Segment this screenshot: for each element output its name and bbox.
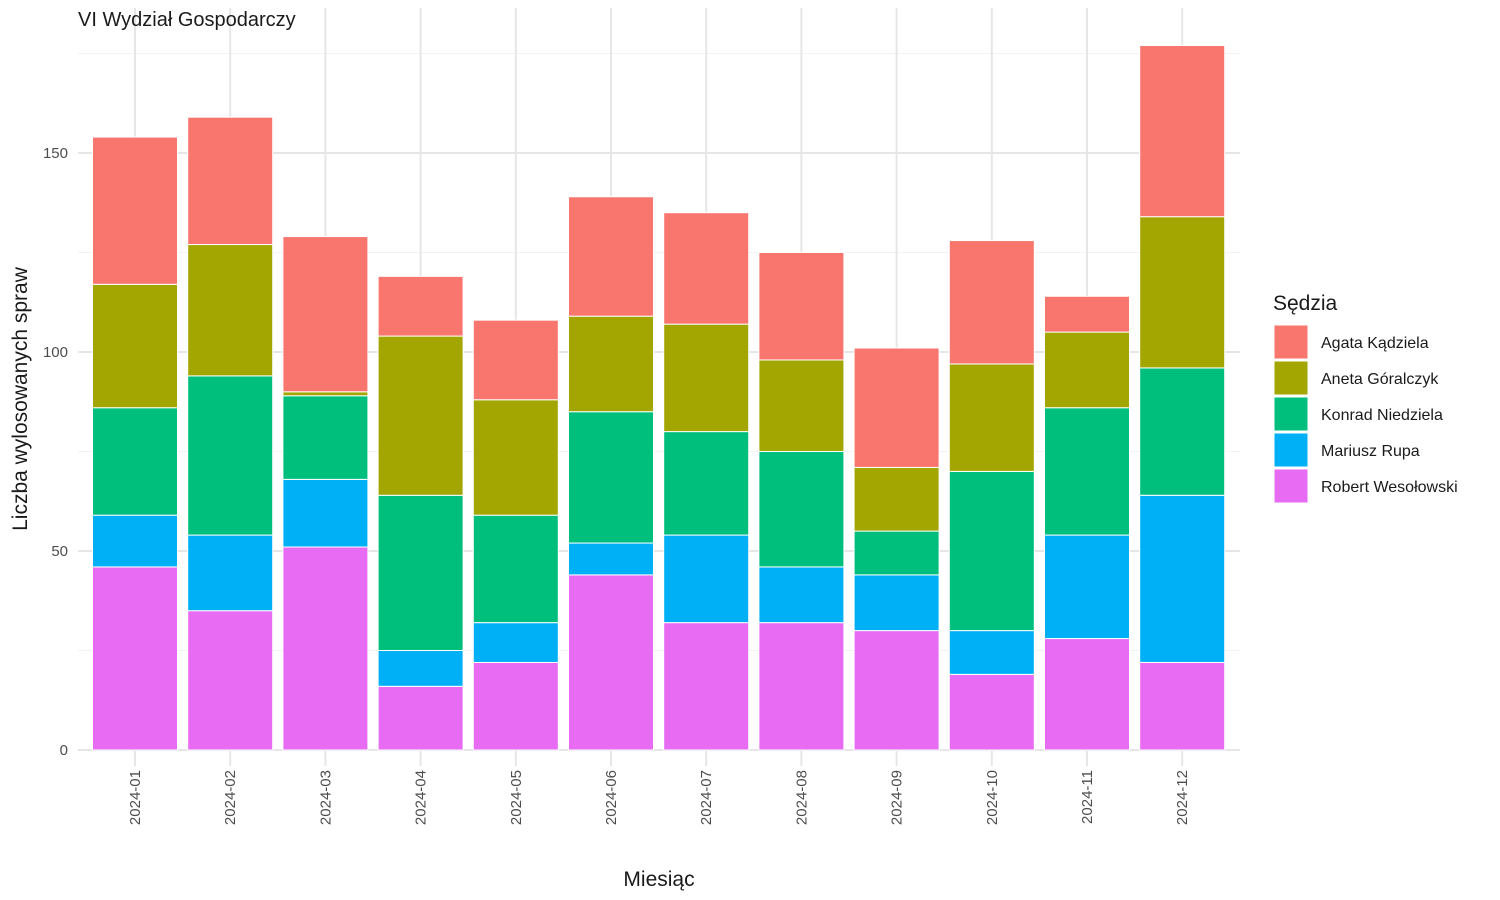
bar-segment — [187, 375, 274, 536]
x-tick-label: 2024-09 — [889, 770, 906, 825]
x-tick-label: 2024-03 — [317, 770, 334, 825]
bar-segment — [282, 236, 369, 393]
bar-segment — [758, 622, 845, 751]
legend-label: Agata Kądziela — [1321, 335, 1429, 352]
legend-swatch — [1273, 360, 1309, 396]
bar-segment — [853, 574, 940, 632]
bar-segment — [663, 534, 750, 624]
bar-segment — [1044, 295, 1130, 333]
bar-segment — [568, 574, 654, 751]
legend-label: Aneta Góralczyk — [1321, 371, 1439, 388]
bar-segment — [663, 323, 750, 433]
bar-segment — [92, 283, 178, 409]
x-tick-label: 2024-05 — [508, 770, 525, 825]
bar-segment — [1139, 216, 1226, 369]
bar-segment — [1044, 331, 1130, 409]
bar-segment — [92, 136, 178, 285]
bar-segment — [92, 407, 178, 516]
x-tick-label: 2024-02 — [222, 770, 239, 825]
y-axis-title: Liczba wylosowanych spraw — [9, 266, 32, 531]
bar-segment — [282, 478, 369, 548]
chart-title: VI Wydział Gospodarczy — [78, 9, 296, 31]
legend: Sędzia Agata Kądziela Aneta Góralczyk Konr… — [1273, 292, 1458, 504]
bar-segment — [853, 530, 940, 576]
x-tick-label: 2024-10 — [984, 770, 1001, 825]
bar-segment — [1139, 494, 1226, 663]
legend-swatch — [1273, 396, 1309, 432]
legend-swatch — [1273, 324, 1309, 360]
x-tick-label: 2024-01 — [127, 770, 144, 825]
x-axis-title: Miesiąc — [623, 868, 694, 891]
bar-segment — [187, 244, 274, 377]
bar-segment — [1139, 45, 1226, 218]
bar-segment — [282, 395, 369, 480]
y-tick-label: 150 — [43, 145, 68, 162]
axis-ticks: 0 50 100 150 2024-01 2024-02 2024-03 2024-04 202… — [43, 145, 1191, 825]
bar-segment — [472, 399, 559, 516]
legend-label: Mariusz Rupa — [1321, 443, 1420, 460]
bar-segment — [377, 494, 464, 651]
bar-segment — [377, 335, 464, 496]
bar-segment — [948, 470, 1035, 632]
bar-segment — [948, 363, 1035, 472]
bar-segment — [758, 252, 845, 361]
legend-swatch — [1273, 432, 1309, 468]
bar-segment — [853, 466, 940, 532]
y-tick-label: 0 — [60, 742, 68, 759]
bar-segment — [1044, 638, 1130, 751]
bar-segment — [282, 391, 369, 397]
bar-segment — [377, 275, 464, 337]
bar-segment — [472, 622, 559, 663]
bar-segment — [377, 650, 464, 687]
x-tick-label: 2024-04 — [413, 770, 430, 825]
bar-segment — [1044, 534, 1130, 640]
bar-segment — [92, 566, 178, 751]
bar-segment — [1139, 661, 1226, 751]
bar-segment — [92, 514, 178, 568]
bar-segment — [948, 240, 1035, 365]
x-tick-label: 2024-06 — [603, 770, 620, 825]
legend-label: Robert Wesołowski — [1321, 479, 1458, 496]
bar-segment — [568, 315, 654, 413]
x-tick-label: 2024-08 — [793, 770, 810, 825]
bar-segment — [187, 610, 274, 751]
bar-segment — [758, 451, 845, 568]
x-tick-label: 2024-12 — [1174, 770, 1191, 825]
bar-segment — [568, 196, 654, 317]
legend-title: Sędzia — [1273, 292, 1338, 315]
bar-segment — [1044, 407, 1130, 536]
bar-segment — [568, 542, 654, 576]
bar-segment — [663, 212, 750, 325]
y-tick-label: 50 — [51, 543, 68, 560]
x-tick-label: 2024-07 — [698, 770, 715, 825]
y-tick-label: 100 — [43, 344, 68, 361]
bar-segment — [472, 319, 559, 401]
bar-segment — [377, 685, 464, 751]
bar-segment — [472, 661, 559, 751]
bar-segment — [948, 673, 1035, 751]
legend-swatch — [1273, 468, 1309, 504]
bar-segment — [1139, 367, 1226, 496]
bar-segment — [853, 630, 940, 751]
bar-segment — [472, 514, 559, 624]
bar-segment — [758, 566, 845, 624]
legend-label: Konrad Niedziela — [1321, 407, 1443, 424]
bar-segment — [187, 534, 274, 612]
bars — [92, 45, 1226, 751]
bar-segment — [568, 411, 654, 544]
bar-segment — [282, 546, 369, 751]
x-tick-label: 2024-11 — [1079, 770, 1096, 824]
bar-segment — [187, 116, 274, 246]
bar-segment — [663, 431, 750, 536]
bar-segment — [758, 359, 845, 452]
bar-segment — [663, 622, 750, 751]
bar-segment — [853, 347, 940, 468]
bar-segment — [948, 630, 1035, 675]
